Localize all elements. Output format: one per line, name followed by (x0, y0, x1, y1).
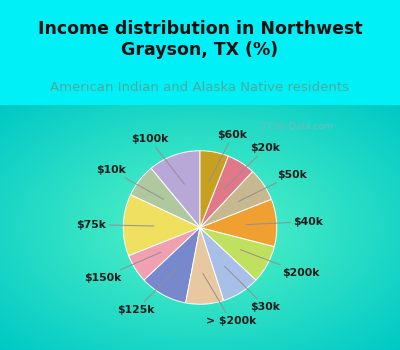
Text: $40k: $40k (246, 217, 323, 226)
Wedge shape (130, 168, 200, 228)
Wedge shape (123, 195, 200, 256)
Text: $30k: $30k (225, 266, 280, 312)
Text: > $200k: > $200k (203, 273, 256, 326)
Wedge shape (186, 228, 224, 304)
Text: American Indian and Alaska Native residents: American Indian and Alaska Native reside… (50, 81, 350, 94)
Text: $200k: $200k (240, 250, 320, 278)
Wedge shape (129, 228, 200, 280)
Wedge shape (200, 172, 271, 228)
Wedge shape (200, 228, 256, 301)
Text: $10k: $10k (96, 165, 164, 199)
Text: Income distribution in Northwest
Grayson, TX (%): Income distribution in Northwest Grayson… (38, 20, 362, 59)
Text: $50k: $50k (238, 170, 307, 202)
Text: $100k: $100k (131, 134, 184, 184)
Wedge shape (144, 228, 200, 303)
Text: $75k: $75k (76, 219, 154, 230)
Text: $20k: $20k (225, 144, 280, 189)
Text: ⓘ City-Data.com: ⓘ City-Data.com (260, 122, 332, 131)
Wedge shape (200, 228, 274, 280)
Wedge shape (200, 151, 228, 228)
Wedge shape (200, 156, 252, 228)
Text: $60k: $60k (209, 131, 248, 182)
Text: $125k: $125k (118, 268, 178, 315)
Wedge shape (200, 199, 277, 247)
Text: $150k: $150k (84, 252, 161, 283)
Wedge shape (151, 151, 200, 228)
